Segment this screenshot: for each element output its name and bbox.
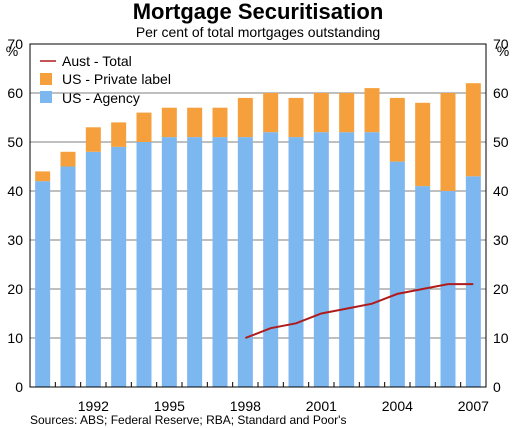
bar-us-agency-2007: [465, 176, 481, 387]
bar-us-private-label-1994: [136, 112, 152, 142]
bar-us-agency-2005: [415, 186, 431, 387]
bar-us-private-label-1999: [263, 93, 279, 133]
bar-us-agency-2004: [389, 161, 405, 387]
y-axis-right-unit: %: [497, 43, 509, 59]
bar-series: [35, 83, 481, 387]
bar-us-agency-2006: [440, 191, 456, 387]
x-tick-label-2001: 2001: [306, 398, 337, 414]
y-axis-left: 0 10 20 30 40 50 60 70: [7, 36, 23, 395]
bar-us-private-label-1995: [161, 107, 177, 138]
bar-us-agency-1990: [35, 181, 51, 387]
bar-us-agency-2000: [288, 137, 304, 387]
bar-us-private-label-1998: [237, 97, 253, 138]
bar-us-private-label-1990: [35, 171, 51, 182]
y-tick-right-60: 60: [493, 85, 509, 101]
bar-us-private-label-2006: [440, 93, 456, 191]
bar-us-private-label-2004: [389, 97, 405, 162]
bar-us-agency-1991: [60, 166, 76, 387]
gridlines: [30, 92, 486, 339]
chart-title: Mortgage Securitisation: [133, 0, 384, 24]
bar-us-agency-1995: [161, 137, 177, 387]
x-tick-label-1992: 1992: [78, 398, 109, 414]
y-tick-right-70: 70: [493, 36, 509, 52]
bar-us-private-label-1992: [85, 127, 101, 152]
bar-us-agency-1993: [111, 146, 127, 387]
legend-label-aust-total: Aust - Total: [62, 53, 132, 69]
bar-us-private-label-2000: [288, 97, 304, 138]
y-tick-left-20: 20: [7, 281, 23, 297]
bar-us-agency-2001: [313, 132, 329, 387]
y-tick-left-70: 70: [7, 36, 23, 52]
bar-us-private-label-2005: [415, 102, 431, 187]
y-tick-right-0: 0: [493, 379, 501, 395]
bar-us-private-label-2002: [339, 93, 355, 133]
chart-subtitle: Per cent of total mortgages outstanding: [136, 24, 380, 40]
y-axis-left-unit: %: [6, 43, 18, 59]
legend: Aust - Total US - Private label US - Age…: [40, 53, 171, 106]
y-axis-right: 0 10 20 30 40 50 60 70: [493, 36, 509, 395]
y-tick-right-10: 10: [493, 330, 509, 346]
bar-us-private-label-1991: [60, 151, 76, 167]
y-tick-left-0: 0: [15, 379, 23, 395]
bar-us-private-label-1997: [212, 107, 228, 138]
legend-label-us-private-label: US - Private label: [62, 71, 171, 87]
bar-us-private-label-2007: [465, 83, 481, 177]
y-tick-right-30: 30: [493, 232, 509, 248]
x-tick-label-2007: 2007: [458, 398, 489, 414]
bar-us-agency-1997: [212, 137, 228, 387]
legend-swatch-us-agency: [40, 91, 52, 103]
y-tick-left-60: 60: [7, 85, 23, 101]
bar-us-private-label-2003: [364, 88, 380, 133]
line-aust-total: [244, 283, 474, 339]
bar-us-private-label-1993: [111, 122, 127, 147]
y-tick-right-40: 40: [493, 183, 509, 199]
x-tick-label-2004: 2004: [382, 398, 413, 414]
bar-us-agency-1998: [237, 137, 253, 387]
bar-us-agency-1994: [136, 142, 152, 387]
bar-us-private-label-1996: [187, 107, 203, 138]
legend-swatch-us-private-label: [40, 73, 52, 85]
legend-label-us-agency: US - Agency: [62, 90, 140, 106]
line-series: [244, 283, 474, 339]
x-tick-label-1998: 1998: [230, 398, 261, 414]
y-tick-left-10: 10: [7, 330, 23, 346]
bar-us-agency-1996: [187, 137, 203, 387]
x-axis: 1992 1995 1998 2001 2004 2007: [54, 382, 489, 414]
y-tick-left-40: 40: [7, 183, 23, 199]
bar-us-agency-2003: [364, 132, 380, 387]
x-tick-label-1995: 1995: [154, 398, 185, 414]
y-tick-right-50: 50: [493, 134, 509, 150]
bar-us-agency-1992: [85, 151, 101, 387]
bar-us-agency-2002: [339, 132, 355, 387]
y-tick-right-20: 20: [493, 281, 509, 297]
source-note: Sources: ABS; Federal Reserve; RBA; Stan…: [30, 413, 346, 427]
bar-us-agency-1999: [263, 132, 279, 387]
y-tick-left-30: 30: [7, 232, 23, 248]
y-tick-left-50: 50: [7, 134, 23, 150]
bar-us-private-label-2001: [313, 93, 329, 133]
